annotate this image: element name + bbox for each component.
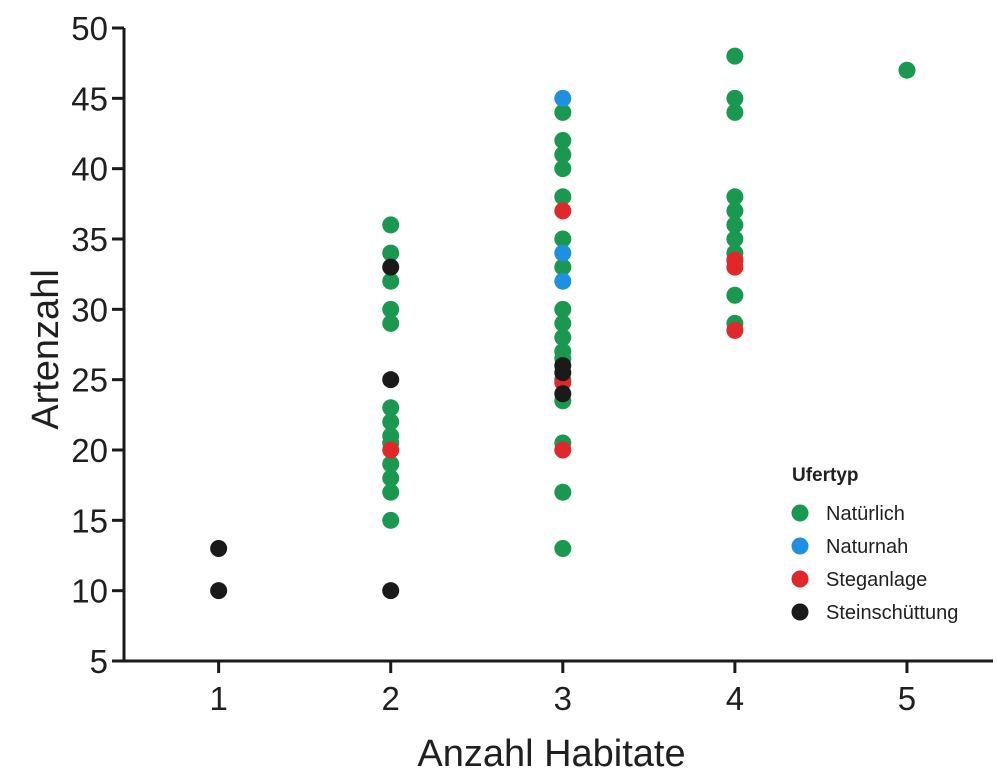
data-point: [382, 258, 400, 276]
data-point: [554, 258, 572, 276]
x-axis-title: Anzahl Habitate: [417, 733, 685, 773]
data-point: [898, 61, 916, 79]
data-point: [554, 202, 572, 220]
legend-title: Ufertyp: [792, 465, 859, 486]
data-point: [726, 89, 744, 107]
legend-label: Naturnah: [826, 536, 908, 558]
data-point: [726, 202, 744, 220]
data-point: [726, 230, 744, 248]
y-tick-label: 35: [71, 221, 108, 258]
data-point: [554, 132, 572, 150]
data-point: [554, 272, 572, 290]
data-point: [554, 539, 572, 557]
data-point: [382, 582, 400, 600]
data-point: [554, 103, 572, 121]
data-point: [382, 441, 400, 459]
data-point: [554, 357, 572, 375]
legend-marker: [791, 537, 809, 555]
axes: [122, 28, 993, 663]
y-tick-label: 50: [71, 10, 108, 47]
legend-label: Natürlich: [826, 503, 905, 525]
data-point: [554, 89, 572, 107]
data-point: [554, 300, 572, 318]
data-point: [382, 455, 400, 473]
data-point: [554, 146, 572, 164]
legend-label: Steinschüttung: [826, 602, 958, 624]
data-point: [726, 188, 744, 206]
data-point: [726, 321, 744, 339]
data-point: [726, 47, 744, 65]
x-tick-label: 1: [209, 680, 227, 717]
data-point: [210, 582, 228, 600]
legend: Ufertyp Natürlich Naturnah Steganlage Stein…: [791, 465, 958, 624]
data-point: [382, 413, 400, 431]
data-point: [554, 441, 572, 459]
y-tick-label: 30: [71, 291, 108, 328]
data-point: [554, 188, 572, 206]
data-point: [382, 371, 400, 389]
x-tick-label: 4: [726, 680, 744, 717]
data-point: [382, 469, 400, 487]
legend-label: Steganlage: [826, 569, 927, 591]
data-point: [382, 483, 400, 501]
data-point: [554, 314, 572, 332]
y-tick-label: 20: [71, 432, 108, 469]
data-point: [382, 216, 400, 234]
data-point: [554, 160, 572, 178]
legend-marker: [791, 570, 809, 588]
data-point: [382, 399, 400, 417]
y-tick-label: 15: [71, 502, 108, 539]
data-point: [554, 483, 572, 501]
y-tick-label: 25: [71, 362, 108, 399]
data-point: [554, 230, 572, 248]
data-point: [726, 103, 744, 121]
data-point: [554, 343, 572, 361]
y-tick-label: 45: [71, 80, 108, 117]
data-point: [382, 427, 400, 445]
y-tick-label: 10: [71, 573, 108, 610]
y-tick-label: 5: [90, 643, 108, 680]
data-point: [554, 385, 572, 403]
y-tick-label: 40: [71, 151, 108, 188]
data-point: [382, 511, 400, 529]
data-point: [382, 314, 400, 332]
data-point: [726, 251, 744, 269]
data-point: [726, 286, 744, 304]
x-tick-label: 5: [898, 680, 916, 717]
data-point: [210, 539, 228, 557]
legend-marker: [791, 603, 809, 621]
data-point: [554, 328, 572, 346]
x-tick-label: 3: [554, 680, 572, 717]
data-point: [382, 272, 400, 290]
data-point: [382, 300, 400, 318]
data-point: [726, 216, 744, 234]
data-point: [554, 244, 572, 262]
y-axis-title: Artenzahl: [25, 269, 67, 430]
data-points: [210, 47, 916, 600]
data-point: [382, 244, 400, 262]
x-tick-label: 2: [382, 680, 400, 717]
legend-marker: [791, 504, 809, 522]
